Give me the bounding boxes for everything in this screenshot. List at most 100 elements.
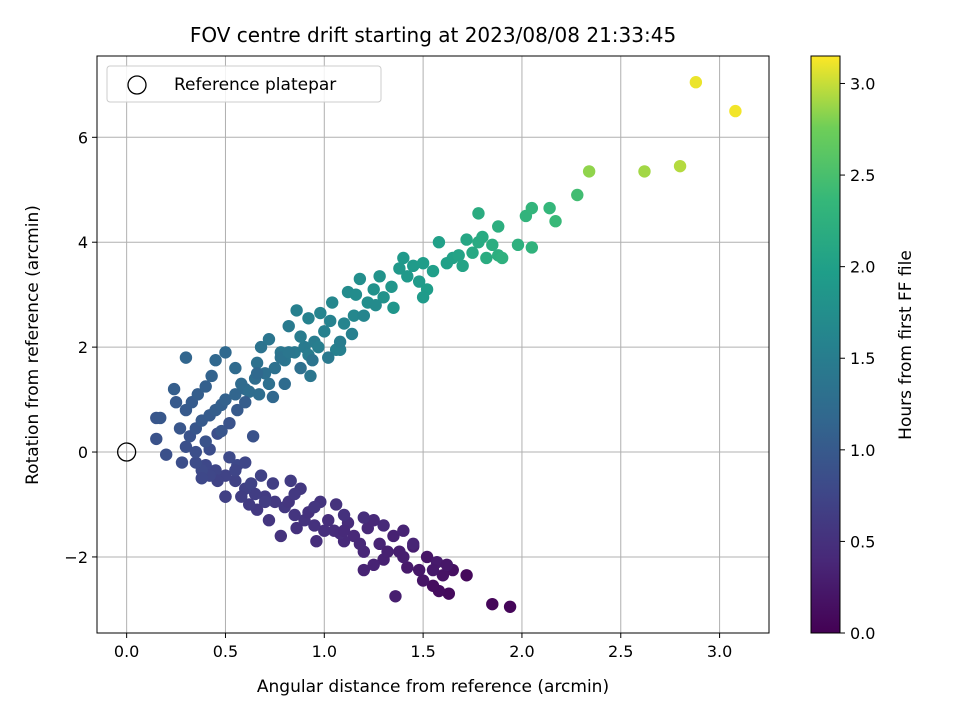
y-axis-label: Rotation from reference (arcmin) (23, 205, 43, 485)
data-point (282, 346, 295, 359)
data-point (466, 246, 479, 259)
data-point (242, 498, 256, 511)
data-point (199, 380, 212, 393)
data-point (312, 340, 325, 354)
data-point (239, 456, 252, 469)
data-point (420, 550, 434, 564)
data-point (173, 422, 187, 435)
data-point (357, 563, 371, 577)
data-point (387, 301, 400, 314)
data-point (246, 430, 260, 443)
data-point (310, 535, 323, 548)
legend: Reference platepar (106, 65, 382, 103)
data-point (373, 270, 386, 283)
data-point (288, 487, 301, 501)
data-point (262, 377, 276, 391)
data-point (268, 495, 282, 509)
data-point (150, 432, 163, 446)
data-point (426, 563, 440, 577)
colorbar-ticks: 0.0 0.5 1.0 1.5 2.0 2.5 3.0 (840, 74, 875, 643)
data-point (549, 215, 562, 228)
data-point (367, 283, 380, 296)
data-point (571, 188, 584, 202)
data-point (254, 340, 268, 354)
data-point (407, 259, 420, 273)
data-point (235, 377, 248, 391)
y-tick-label: 6 (78, 128, 88, 147)
data-point (189, 456, 203, 469)
data-point (290, 304, 303, 317)
legend-box (106, 65, 382, 103)
data-point (288, 508, 301, 522)
x-axis-label: Angular distance from reference (arcmin) (257, 677, 609, 697)
data-point (480, 251, 493, 265)
data-point (426, 579, 440, 592)
data-point (169, 396, 183, 409)
data-point (401, 561, 414, 574)
data-point (254, 469, 268, 482)
data-point (179, 440, 193, 453)
data-point (345, 327, 359, 341)
data-point (248, 487, 262, 501)
data-point (262, 514, 276, 527)
data-point (223, 451, 236, 464)
data-point (349, 288, 363, 301)
y-tick-label: 4 (78, 233, 88, 252)
data-point (729, 104, 742, 118)
data-point (167, 382, 181, 396)
x-tick-label: 0.0 (114, 642, 139, 661)
data-point (397, 251, 410, 265)
data-point (337, 317, 351, 330)
data-point (304, 369, 317, 383)
data-point (436, 569, 450, 582)
colorbar: 0.0 0.5 1.0 1.5 2.0 2.5 3.0 Hours from first F… (810, 55, 916, 643)
data-point (416, 291, 430, 304)
data-point (229, 464, 242, 477)
data-point (318, 524, 331, 537)
data-point (393, 262, 406, 275)
x-axis-ticks: 0.0 0.5 1.0 1.5 2.0 2.5 3.0 (114, 633, 732, 661)
data-point (638, 165, 651, 178)
data-point (385, 280, 398, 293)
data-point (377, 291, 390, 304)
x-tick-label: 1.0 (312, 642, 337, 661)
data-point (290, 521, 303, 535)
data-point (369, 298, 382, 312)
data-point (412, 563, 426, 577)
data-point (357, 309, 371, 322)
data-point (401, 270, 414, 283)
x-tick-label: 3.0 (707, 642, 732, 661)
data-point (274, 529, 288, 543)
data-point (250, 367, 264, 380)
legend-label: Reference platepar (174, 75, 336, 95)
data-point (306, 354, 319, 367)
data-point (353, 272, 367, 286)
data-point (389, 590, 402, 603)
data-point (229, 361, 242, 375)
colorbar-tick-label: 1.0 (850, 441, 875, 460)
data-point (673, 159, 687, 173)
data-point (235, 490, 248, 503)
data-point (452, 249, 465, 262)
data-point (525, 201, 539, 215)
data-point (219, 393, 232, 406)
data-point (492, 220, 505, 233)
data-point (266, 477, 280, 490)
data-point (189, 445, 203, 459)
data-point (154, 411, 167, 425)
y-tick-label: 0 (78, 443, 88, 462)
colorbar-gradient (810, 55, 841, 634)
data-point (416, 574, 430, 587)
data-point (412, 275, 426, 288)
data-point (324, 314, 337, 328)
data-point (179, 351, 193, 364)
y-axis-ticks: −2 0 2 4 6 (64, 128, 97, 567)
grid (97, 56, 769, 633)
colorbar-tick-label: 1.5 (850, 349, 875, 368)
data-point (442, 587, 456, 600)
data-point (223, 416, 236, 430)
data-point (381, 545, 394, 558)
data-point (377, 519, 390, 532)
x-tick-label: 2.5 (608, 642, 633, 661)
